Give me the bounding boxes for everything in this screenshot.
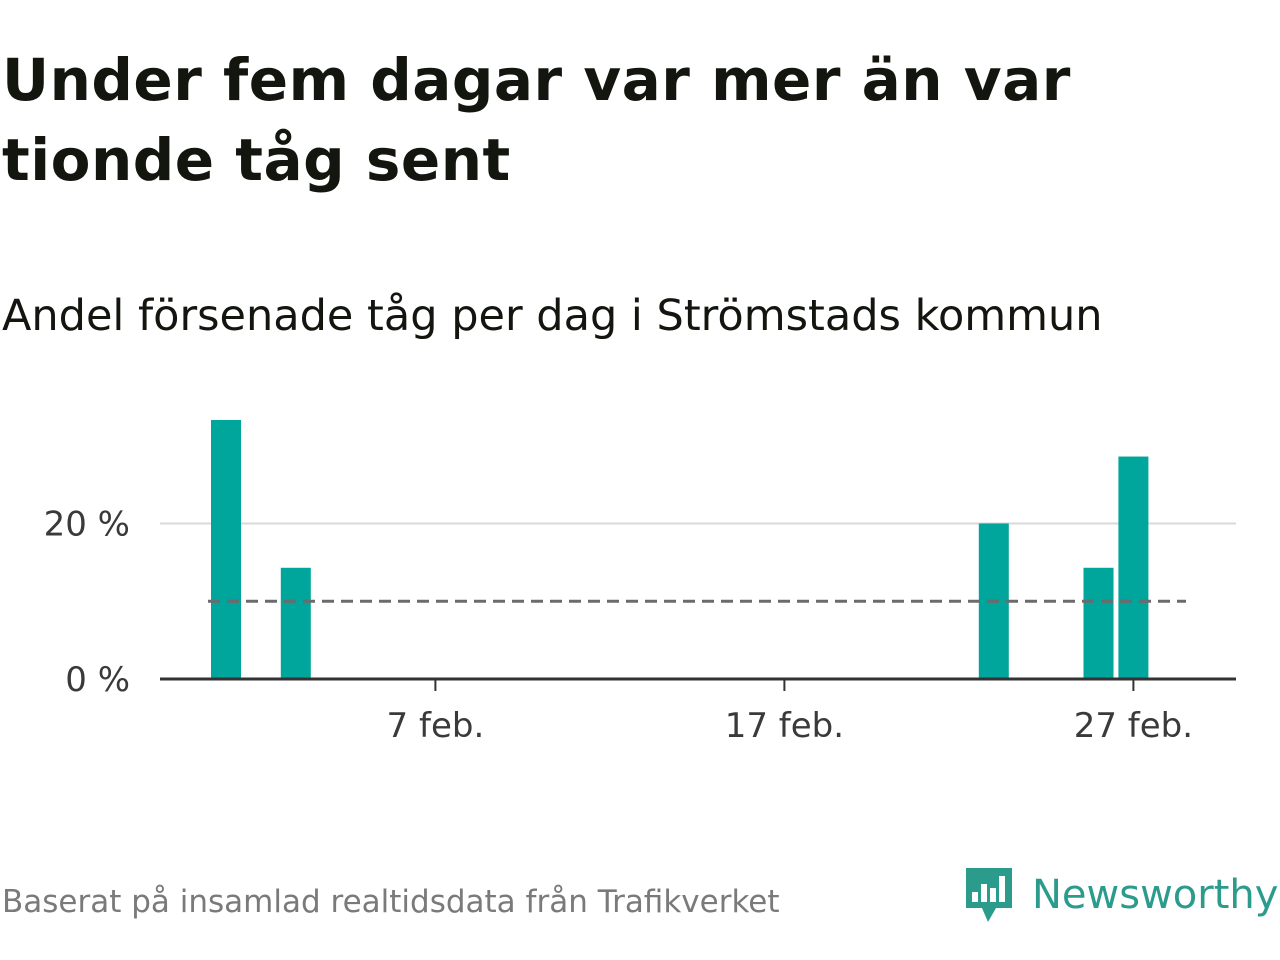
y-tick-label: 20 % [44, 504, 130, 544]
brand-name: Newsworthy [1032, 872, 1279, 918]
newsworthy-logo-icon [966, 868, 1012, 922]
bar [211, 420, 241, 679]
x-tick-label: 27 feb. [1074, 706, 1193, 746]
x-tick-label: 7 feb. [387, 706, 485, 746]
chart-title: Under fem dagar var mer än var tionde tå… [2, 46, 1071, 194]
bar [1083, 567, 1114, 679]
source-note: Baserat på insamlad realtidsdata från Tr… [2, 884, 780, 920]
brand: Newsworthy [962, 862, 1278, 928]
chart-subtitle: Andel försenade tåg per dag i Strömstads… [2, 291, 1103, 341]
x-tick-label: 17 feb. [725, 706, 844, 746]
bar-chart: 0 % 20 % 7 feb. 17 feb. 27 feb. [44, 420, 1236, 746]
bar [280, 567, 311, 679]
y-tick-label: 0 % [65, 660, 130, 700]
bar [1118, 456, 1149, 679]
